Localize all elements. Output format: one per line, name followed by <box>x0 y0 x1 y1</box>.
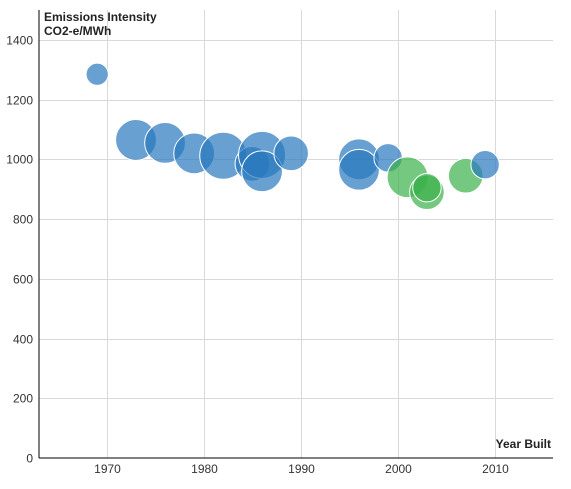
x-axis-title: Year Built <box>496 437 551 451</box>
data-point-bubble[interactable] <box>412 173 442 203</box>
y-tick-label: 1200 <box>6 94 33 108</box>
y-axis-title-line1: Emissions Intensity <box>44 10 157 24</box>
tick-labels: 0 200 400 600 800 1000 1200 1400 1970 1980 1990 200… <box>6 34 509 477</box>
data-point-bubble[interactable] <box>470 150 500 180</box>
y-tick-label: 800 <box>13 213 33 227</box>
y-tick-label: 200 <box>13 392 33 406</box>
data-point-bubble[interactable] <box>338 148 380 191</box>
data-points <box>85 62 500 210</box>
y-tick-label: 600 <box>13 273 33 287</box>
x-tick-label: 1990 <box>288 462 315 476</box>
y-tick-label: 400 <box>13 333 33 347</box>
x-tick-label: 1980 <box>191 462 218 476</box>
y-axis-title-line2: CO2-e/MWh <box>44 24 111 38</box>
data-point-bubble[interactable] <box>273 135 309 172</box>
axes <box>38 10 553 459</box>
y-tick-label: 1000 <box>6 153 33 167</box>
x-tick-label: 2010 <box>482 462 509 476</box>
data-point-bubble[interactable] <box>85 62 109 86</box>
gridlines <box>39 10 553 458</box>
data-point-bubble[interactable] <box>241 150 283 193</box>
x-tick-label: 2000 <box>385 462 412 476</box>
y-tick-label: 0 <box>26 452 33 466</box>
y-tick-label: 1400 <box>6 34 33 48</box>
x-tick-label: 1970 <box>94 462 121 476</box>
